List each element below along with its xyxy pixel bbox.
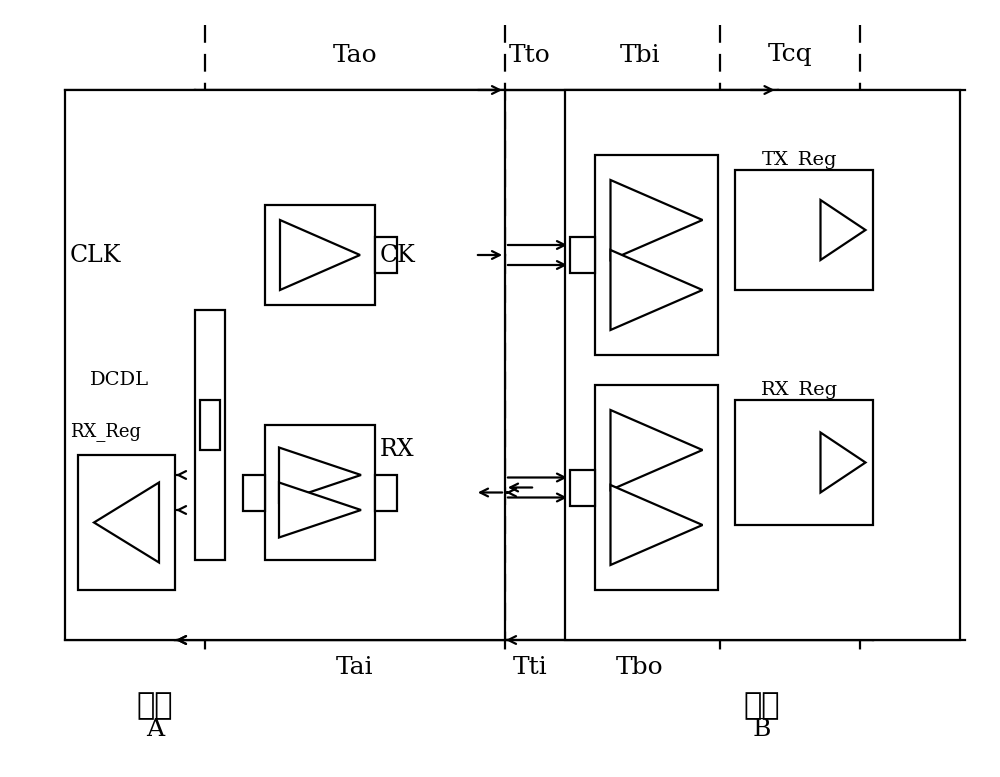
Bar: [735, 400, 873, 525]
Bar: [740, 175, 815, 285]
Bar: [595, 385, 718, 590]
Bar: [243, 475, 265, 510]
Text: RX_Reg: RX_Reg: [70, 423, 141, 441]
Text: CK: CK: [380, 243, 416, 267]
Polygon shape: [279, 483, 361, 538]
Text: B: B: [753, 719, 771, 741]
Text: Tcq: Tcq: [768, 44, 812, 67]
Text: 设备: 设备: [744, 691, 780, 722]
Text: TX_Reg: TX_Reg: [762, 151, 838, 169]
Text: Tai: Tai: [336, 657, 374, 680]
Bar: [570, 469, 595, 506]
Text: Tti: Tti: [513, 657, 547, 680]
Bar: [735, 170, 873, 290]
Bar: [740, 405, 815, 520]
Polygon shape: [820, 200, 866, 260]
Bar: [375, 237, 397, 273]
Bar: [65, 90, 505, 640]
Bar: [265, 205, 375, 305]
Bar: [195, 310, 225, 560]
Polygon shape: [820, 433, 866, 493]
Text: 主机: 主机: [137, 691, 173, 722]
Bar: [375, 475, 397, 510]
Polygon shape: [610, 485, 702, 565]
Bar: [200, 400, 220, 450]
Polygon shape: [610, 410, 702, 490]
Polygon shape: [94, 483, 159, 563]
Text: Tbo: Tbo: [616, 657, 664, 680]
Text: Tto: Tto: [509, 44, 551, 67]
Text: Tbi: Tbi: [620, 44, 660, 67]
Polygon shape: [610, 250, 702, 330]
Text: A: A: [146, 719, 164, 741]
Text: RX_Reg: RX_Reg: [761, 381, 839, 399]
Bar: [570, 237, 595, 273]
Text: DCDL: DCDL: [90, 371, 149, 389]
Polygon shape: [279, 448, 361, 503]
Polygon shape: [280, 220, 360, 290]
Bar: [78, 455, 175, 590]
Bar: [565, 90, 960, 640]
Polygon shape: [610, 180, 702, 260]
Bar: [265, 425, 375, 560]
Text: RX: RX: [380, 438, 415, 462]
Text: CLK: CLK: [70, 243, 121, 267]
Bar: [595, 155, 718, 355]
Text: Tao: Tao: [333, 44, 377, 67]
